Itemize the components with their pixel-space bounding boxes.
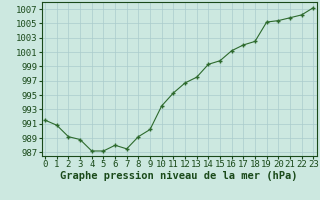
X-axis label: Graphe pression niveau de la mer (hPa): Graphe pression niveau de la mer (hPa) (60, 171, 298, 181)
